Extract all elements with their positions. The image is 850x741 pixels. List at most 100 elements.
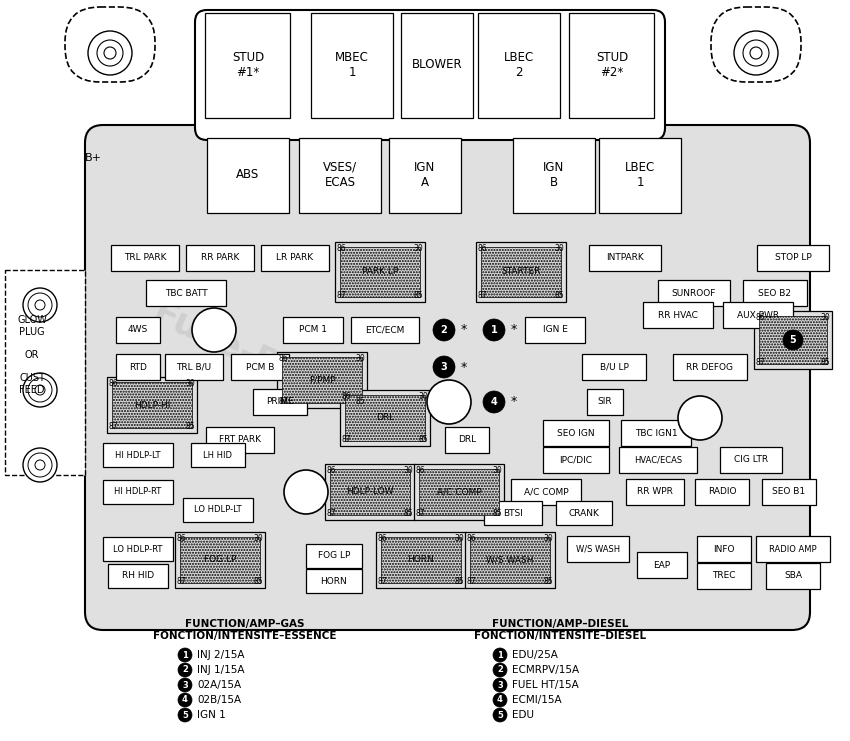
Text: 85: 85 [413,291,423,300]
Bar [340,247,420,297]
Circle shape [178,693,192,707]
FancyBboxPatch shape [65,7,155,82]
Text: 87: 87 [467,577,477,586]
Text: 86: 86 [467,534,477,543]
Text: 4: 4 [182,696,188,705]
Circle shape [35,300,45,310]
Bar [351,317,419,343]
Circle shape [178,663,192,677]
Text: HDLP-LOW: HDLP-LOW [346,488,394,496]
Text: 86: 86 [378,534,388,543]
Bar [180,537,260,583]
Bar [340,390,430,446]
Circle shape [483,391,505,413]
Circle shape [734,31,778,75]
Text: A/C COMP: A/C COMP [524,488,569,496]
Text: FUEL HT/15A: FUEL HT/15A [512,680,579,690]
Bar [470,537,550,583]
Text: 86: 86 [478,244,488,253]
Bar [206,13,291,118]
Text: EDU/25A: EDU/25A [512,650,558,660]
Text: IGN
B: IGN B [543,161,564,189]
Bar [743,280,807,306]
Bar [112,382,192,428]
Text: 87: 87 [756,358,766,367]
Circle shape [493,648,507,662]
Bar [183,498,253,522]
Bar [175,532,265,588]
Text: RR PARK: RR PARK [201,253,239,262]
Text: LR PARK: LR PARK [276,253,314,262]
Bar [445,427,489,453]
Text: 87: 87 [279,397,289,406]
Text: PCM B: PCM B [246,362,275,371]
Text: 30: 30 [185,379,195,388]
Text: 85: 85 [355,397,365,406]
Text: STUD
#1*: STUD #1* [232,51,264,79]
Bar [658,280,730,306]
Bar [567,536,629,562]
Text: HORN: HORN [320,576,348,585]
Circle shape [483,319,505,341]
Bar [570,13,654,118]
Bar [311,13,393,118]
Text: RH HID: RH HID [122,571,154,580]
Text: EAP: EAP [654,560,671,570]
Text: 2: 2 [440,325,447,335]
Bar [695,479,749,505]
Text: 86: 86 [337,244,347,253]
Text: IGN
A: IGN A [414,161,435,189]
Text: B+: B+ [85,153,102,163]
Circle shape [178,678,192,692]
Bar [484,501,542,525]
Bar [637,552,687,578]
Bar [306,569,362,593]
Text: 86: 86 [177,534,187,543]
Text: 86: 86 [756,313,766,322]
Text: 1: 1 [497,651,503,659]
Text: 2: 2 [182,665,188,674]
Circle shape [493,678,507,692]
Bar [306,544,362,568]
Bar [465,532,555,588]
Text: PCM 1: PCM 1 [299,325,327,334]
Text: ECMI/15A: ECMI/15A [512,695,562,705]
Bar [643,302,713,328]
Bar [759,316,827,364]
Text: LBEC
1: LBEC 1 [625,161,655,189]
Bar [111,245,179,271]
Bar [543,420,609,446]
Bar [5,270,85,475]
Text: 3: 3 [182,680,188,689]
Circle shape [23,373,57,407]
Circle shape [750,47,762,59]
Bar [103,537,173,561]
Text: MBEC
1: MBEC 1 [335,51,369,79]
Bar [476,242,566,302]
Text: 02A/15A: 02A/15A [197,680,241,690]
Bar [589,245,661,271]
Text: TRL B/U: TRL B/U [177,362,212,371]
Bar [543,447,609,473]
Bar [335,242,425,302]
Text: ETC/ECM: ETC/ECM [366,325,405,334]
Bar [146,280,226,306]
Text: 86: 86 [327,466,337,475]
Text: EDU: EDU [512,710,534,720]
Text: INJ 2/15A: INJ 2/15A [197,650,245,660]
Text: TREC: TREC [712,571,736,580]
Text: W/S WASH: W/S WASH [486,556,534,565]
Text: FOG LP: FOG LP [318,551,350,560]
Bar [619,447,697,473]
Circle shape [104,47,116,59]
Circle shape [178,648,192,662]
Text: 5: 5 [182,711,188,720]
Text: ECMRPV/15A: ECMRPV/15A [512,665,579,675]
Bar [626,479,684,505]
Bar [186,245,254,271]
Text: VSES/
ECAS: VSES/ ECAS [323,161,357,189]
Bar [525,317,585,343]
Text: RR HVAC: RR HVAC [658,310,698,319]
Bar [720,447,782,473]
Text: HI HDLP-LT: HI HDLP-LT [116,451,161,459]
